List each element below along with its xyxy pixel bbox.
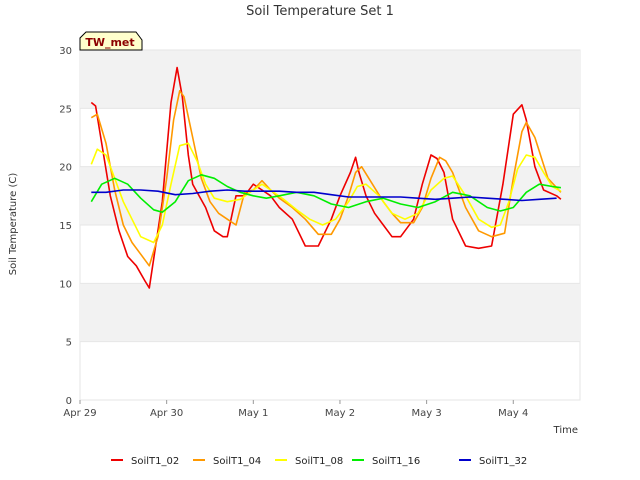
x-tick-label: Apr 30 xyxy=(150,408,183,419)
series-line-soilt1_02 xyxy=(90,66,562,289)
legend-label: SoilT1_04 xyxy=(213,456,261,467)
series-line-soilt1_32 xyxy=(91,189,557,202)
legend-item-soilt1_04: SoilT1_04 xyxy=(193,456,261,467)
grid-band xyxy=(80,283,580,342)
x-tick-label: Apr 29 xyxy=(63,408,96,419)
series-line-soilt1_08 xyxy=(90,142,562,244)
y-axis-label: Soil Temperature (C) xyxy=(8,173,19,276)
site-badge: TW_met xyxy=(79,31,143,51)
site-badge-label: TW_met xyxy=(85,36,134,49)
x-axis-label: Time xyxy=(553,425,578,436)
chart-title: Soil Temperature Set 1 xyxy=(246,4,394,19)
legend: SoilT1_02 SoilT1_04 SoilT1_08 SoilT1_16 Soil… xyxy=(111,456,527,467)
legend-label: SoilT1_02 xyxy=(131,456,179,467)
y-tick-label: 15 xyxy=(59,221,72,232)
legend-item-soilt1_08: SoilT1_08 xyxy=(275,456,343,467)
legend-label: SoilT1_16 xyxy=(372,456,420,467)
x-tick-label: May 2 xyxy=(325,408,355,419)
legend-item-soilt1_16: SoilT1_16 xyxy=(352,456,420,467)
series-lines xyxy=(90,66,562,289)
x-axis-ticks: Apr 29 Apr 30 May 1 May 2 May 3 May 4 xyxy=(63,400,528,419)
grid-band xyxy=(80,50,580,109)
y-tick-label: 10 xyxy=(59,279,72,290)
y-tick-label: 5 xyxy=(66,338,72,349)
y-tick-label: 30 xyxy=(59,46,72,57)
legend-label: SoilT1_08 xyxy=(295,456,343,467)
legend-item-soilt1_02: SoilT1_02 xyxy=(111,456,179,467)
series-line-soilt1_04 xyxy=(90,90,562,267)
series-line-soilt1_16 xyxy=(90,174,562,213)
y-tick-label: 25 xyxy=(59,104,72,115)
legend-item-soilt1_32: SoilT1_32 xyxy=(459,456,527,467)
x-tick-label: May 4 xyxy=(498,408,528,419)
x-tick-label: May 3 xyxy=(412,408,442,419)
y-tick-label: 0 xyxy=(66,396,72,407)
y-axis-ticks: 0 5 10 15 20 25 30 xyxy=(59,46,72,407)
y-tick-label: 20 xyxy=(59,163,72,174)
legend-label: SoilT1_32 xyxy=(479,456,527,467)
x-tick-label: May 1 xyxy=(238,408,268,419)
